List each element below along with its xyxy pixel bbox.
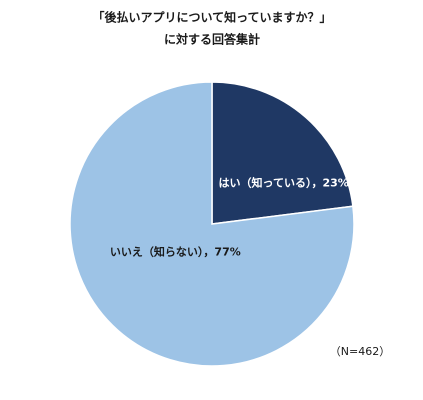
pie-slice xyxy=(69,81,355,367)
chart-title: 「後払いアプリについて知っていますか？」 xyxy=(92,10,331,25)
data-label: はい（知っている），23% xyxy=(219,175,349,189)
pie-slice xyxy=(211,81,354,225)
chart-title: に対する回答集計 xyxy=(164,32,260,47)
annotation: （N=462） xyxy=(330,345,390,358)
data-label: いいえ（知らない），77% xyxy=(110,245,241,259)
